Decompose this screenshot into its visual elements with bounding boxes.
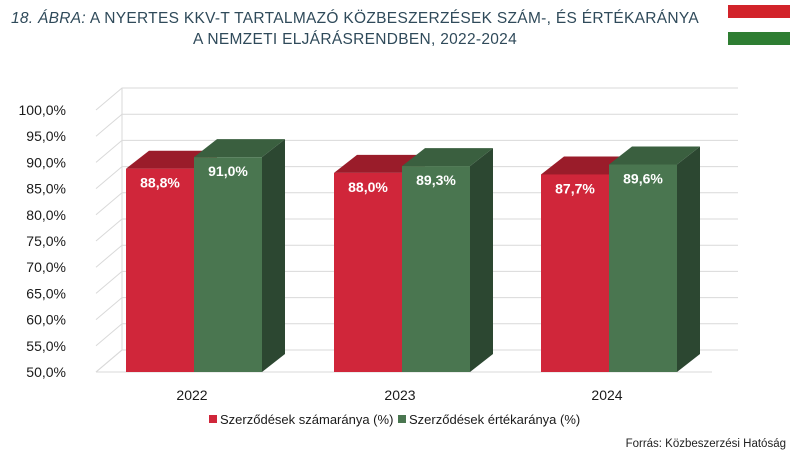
bar-front-face [402,166,470,372]
bar-side-face [262,139,285,372]
chart-title: 18. ÁBRA: A NYERTES KKV-T TARTALMAZÓ KÖZ… [0,8,710,50]
gridline [95,323,738,347]
y-tick-label: 60,0% [26,312,66,328]
title-line-1: A NYERTES KKV-T TARTALMAZÓ KÖZBESZERZÉSE… [89,10,700,27]
data-label: 91,0% [208,163,248,179]
data-label: 88,8% [140,175,180,191]
flag-green-stripe [728,32,790,45]
y-tick-label: 70,0% [26,259,66,275]
gridline [95,192,738,216]
bar: 89,3% [402,148,493,372]
y-tick-label: 65,0% [26,285,66,301]
gridline [95,270,738,294]
bar-front-face [194,157,262,372]
gridline [95,113,738,137]
data-label: 87,7% [555,180,595,196]
gridline [95,218,738,242]
source-note: Forrás: Közbeszerzési Hatóság [625,438,786,450]
data-label: 88,0% [348,179,388,195]
gridline [95,166,738,189]
y-tick-label: 50,0% [26,364,66,380]
bar-front-face [334,172,402,372]
bar-side-face [677,146,700,372]
bar-top-face [194,139,285,158]
data-label: 89,6% [623,170,663,186]
y-tick-label: 85,0% [26,181,66,197]
y-tick-label: 100,0% [19,102,66,118]
gridline [95,297,738,320]
legend-label: Szerződések értékaránya (%) [409,412,580,427]
title-line-2: A NEMZETI ELJÁRÁSRENDBEN, 2022-2024 [192,31,518,48]
gridline [95,349,738,373]
x-tick-label: 2024 [591,387,622,403]
figure-number: 18. ÁBRA: [10,10,87,27]
legend-swatch [398,415,406,423]
y-tick-label: 90,0% [26,154,66,170]
hungarian-flag-icon [728,5,790,47]
bars: 88,8% 91,0% 88,0% 89,3% 87,7% 89,6% [126,139,700,372]
legend-label: Szerződések számaránya (%) [220,412,393,427]
x-axis-ticks: 2022 2023 2024 [176,387,622,403]
bar: 91,0% [194,139,285,372]
y-tick-label: 55,0% [26,338,66,354]
flag-red-stripe [728,5,790,18]
gridline [95,244,738,268]
y-tick-label: 75,0% [26,233,66,249]
bar: 89,6% [609,146,700,372]
bar-front-face [126,168,194,372]
x-tick-label: 2022 [176,387,207,403]
y-tick-label: 80,0% [26,207,66,223]
gridline [95,139,738,163]
legend: Szerződések számaránya (%) Szerződések ér… [209,412,580,427]
bar-side-face [470,148,493,372]
legend-swatch [209,415,217,423]
bar-top-face [402,148,493,167]
bar-front-face [541,174,609,372]
data-label: 89,3% [416,172,456,188]
gridline [95,87,738,111]
bar-front-face [609,164,677,372]
y-tick-label: 95,0% [26,128,66,144]
x-tick-label: 2023 [384,387,415,403]
bar-top-face [609,146,700,165]
y-axis-ticks: 50,0% 55,0% 60,0% 65,0% 70,0% 75,0% 80,0% 85,0%… [19,102,66,380]
